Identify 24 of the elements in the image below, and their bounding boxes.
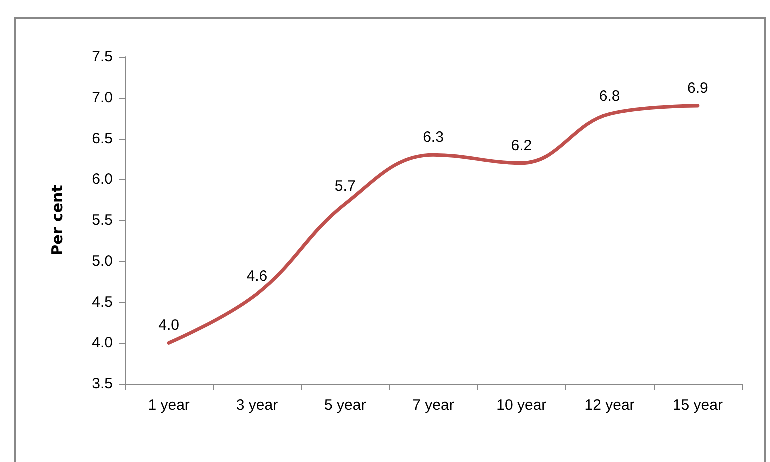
y-axis-title: Per cent: [48, 185, 66, 256]
data-label: 6.8: [599, 88, 620, 106]
y-tick-label: 7.5: [92, 48, 113, 66]
data-label: 5.7: [334, 178, 356, 196]
y-tick-label: 4.5: [92, 294, 113, 311]
data-label: 4.6: [246, 268, 268, 286]
y-tick-label: 7.0: [92, 89, 113, 106]
data-label: 4.0: [158, 317, 180, 334]
data-label: 6.2: [511, 137, 532, 154]
x-tick-label: 1 year: [148, 397, 190, 414]
y-tick-label: 6.5: [92, 130, 113, 148]
y-tick-label: 3.5: [92, 376, 113, 392]
y-tick-label: 6.0: [92, 171, 113, 188]
x-tick-label: 5 year: [324, 397, 366, 414]
y-tick-label: 5.5: [92, 212, 113, 229]
x-tick-label: 12 year: [584, 397, 635, 414]
data-label: 6.3: [423, 129, 444, 146]
x-tick-label: 15 year: [672, 397, 723, 414]
x-tick-label: 3 year: [236, 397, 278, 414]
x-tick-label: 10 year: [496, 397, 547, 414]
data-label: 6.9: [688, 80, 708, 98]
x-tick-label: 7 year: [412, 397, 454, 414]
y-tick-label: 4.0: [92, 334, 113, 352]
y-tick-label: 5.0: [92, 252, 113, 270]
